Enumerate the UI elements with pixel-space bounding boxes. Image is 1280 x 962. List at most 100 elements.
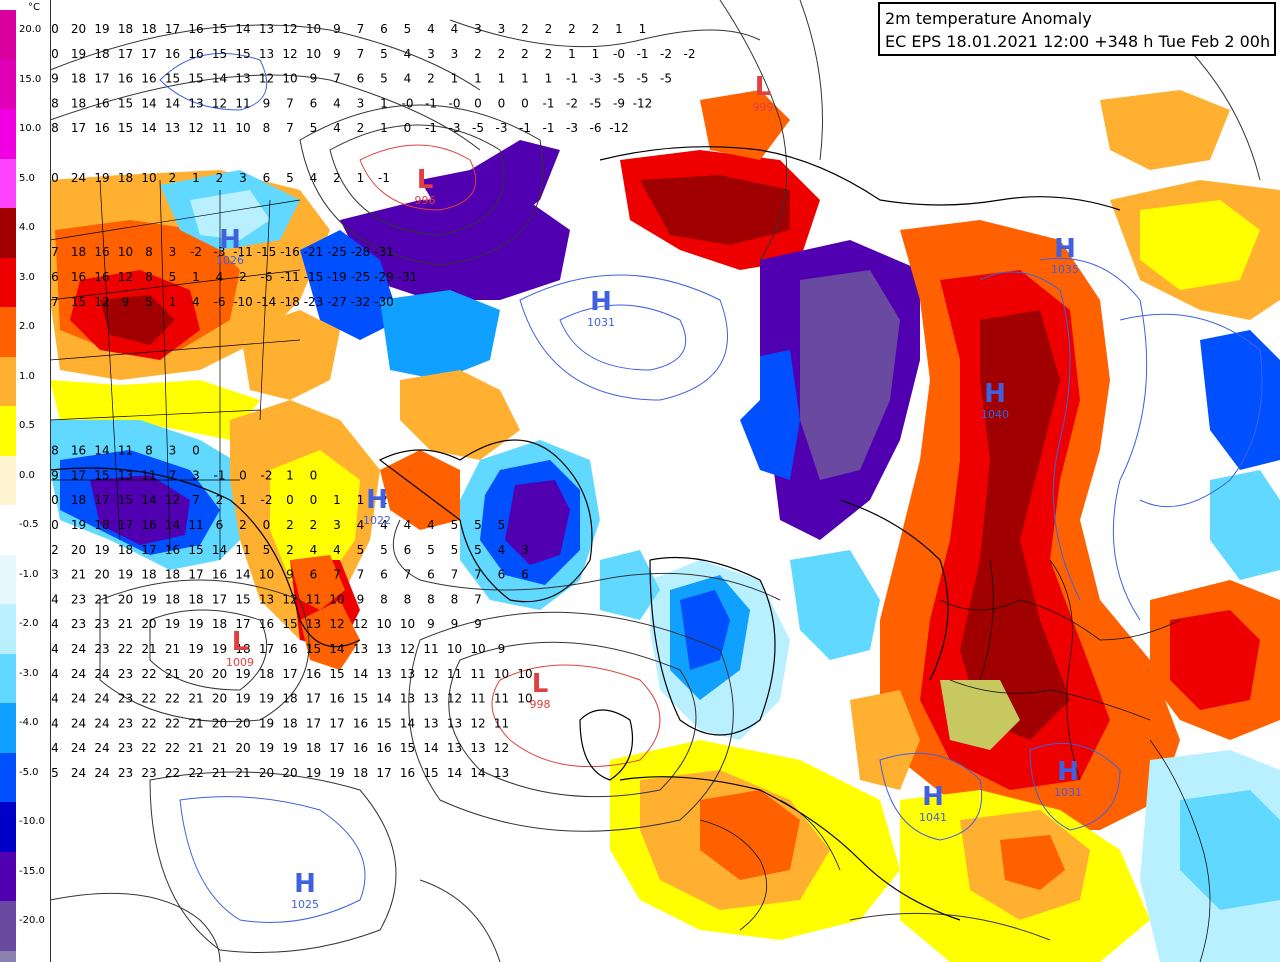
temperature-value: 4 <box>427 518 435 532</box>
temperature-value: 13 <box>188 96 203 110</box>
temperature-value: 7 <box>192 493 200 507</box>
temperature-value: -21 <box>304 245 324 259</box>
pressure-value: 996 <box>415 194 436 207</box>
legend-label: -4.0 <box>19 717 39 728</box>
temperature-value: 20 <box>212 692 227 706</box>
temperature-value: 1 <box>380 121 388 135</box>
temperature-value: 19 <box>235 667 250 681</box>
legend-swatch <box>0 505 16 556</box>
legend-label: -3.0 <box>19 667 39 679</box>
temperature-value: 13 <box>353 642 368 656</box>
temperature-value: 2 <box>286 518 294 532</box>
temperature-value: 12 <box>282 592 297 606</box>
pressure-centers: L996L999L1009L998H1026H1031H1022H1025H10… <box>216 72 1082 911</box>
temperature-value: 7 <box>333 568 341 582</box>
temperature-value: 9 <box>498 642 506 656</box>
temperature-value: 9 <box>474 617 482 631</box>
temperature-value: -1 <box>214 468 226 482</box>
temperature-value: 20 <box>259 766 274 780</box>
temperature-value: 17 <box>141 47 156 61</box>
temperature-value: 2 <box>521 47 529 61</box>
temperature-value: 23 <box>94 642 109 656</box>
temperature-value: -9 <box>613 96 625 110</box>
pressure-value: 999 <box>753 101 774 114</box>
temperature-value: 16 <box>165 47 180 61</box>
temperature-value: 13 <box>259 22 274 36</box>
temperature-value: 3 <box>169 444 177 458</box>
temperature-value: -6 <box>214 295 226 309</box>
temperature-value: -25 <box>351 270 371 284</box>
low-pressure-marker: L <box>755 72 772 102</box>
temperature-value: 2 <box>380 493 388 507</box>
temperature-value: 7 <box>333 72 341 86</box>
temperature-value: 10 <box>259 568 274 582</box>
temperature-value: 17 <box>188 568 203 582</box>
temperature-value: 16 <box>353 716 368 730</box>
temperature-value: 2 <box>51 543 59 557</box>
temperature-value: 18 <box>118 171 133 185</box>
legend-label: 0.0 <box>19 469 35 481</box>
temperature-value: 24 <box>71 692 86 706</box>
temperature-value: 10 <box>400 617 415 631</box>
temperature-value: 8 <box>51 96 59 110</box>
temperature-value: 2 <box>521 22 529 36</box>
temperature-value: 15 <box>118 121 133 135</box>
temperature-value: 6 <box>51 270 59 284</box>
temperature-value: 24 <box>71 667 86 681</box>
temperature-value: 10 <box>494 667 509 681</box>
temperature-value: 18 <box>282 692 297 706</box>
temperature-value: 7 <box>474 568 482 582</box>
temperature-value: 2 <box>545 22 553 36</box>
temperature-value: 11 <box>118 444 133 458</box>
temperature-value: 3 <box>192 468 200 482</box>
temperature-value: 14 <box>235 22 250 36</box>
temperature-value: 13 <box>447 716 462 730</box>
temperature-value: 19 <box>94 543 109 557</box>
temperature-value: -27 <box>327 295 347 309</box>
legend-label: 3.0 <box>19 271 35 283</box>
temperature-value: 11 <box>306 592 321 606</box>
temperature-value: 7 <box>357 22 365 36</box>
temperature-value: 20 <box>141 617 156 631</box>
temperature-value: 0 <box>310 493 318 507</box>
temperature-value: 9 <box>427 617 435 631</box>
temperature-value: 21 <box>94 592 109 606</box>
temperature-value: 20 <box>94 568 109 582</box>
temperature-value: 14 <box>400 716 415 730</box>
temperature-value: 18 <box>71 493 86 507</box>
temperature-value: 20 <box>118 592 133 606</box>
temperature-value: 7 <box>357 568 365 582</box>
pressure-value: 1026 <box>216 254 244 267</box>
temperature-value: 4 <box>404 47 412 61</box>
temperature-value: 2 <box>169 171 177 185</box>
legend-label: 4.0 <box>19 222 35 233</box>
pressure-value: 1040 <box>981 408 1009 421</box>
legend-swatch <box>0 554 16 605</box>
temperature-value: 19 <box>71 47 86 61</box>
temperature-value: 12 <box>165 493 180 507</box>
temperature-value: 23 <box>118 766 133 780</box>
temperature-value: -2 <box>684 47 696 61</box>
temperature-value: -0 <box>613 47 625 61</box>
temperature-value: 5 <box>357 543 365 557</box>
legend-swatch <box>0 307 16 358</box>
temperature-value: -11 <box>280 270 300 284</box>
temperature-value: 15 <box>329 667 344 681</box>
legend-swatch <box>0 257 16 308</box>
temperature-value: 10 <box>141 171 156 185</box>
legend-label: -15.0 <box>19 865 45 877</box>
temperature-value: 18 <box>306 741 321 755</box>
temperature-value: 8 <box>451 592 459 606</box>
temperature-value: 6 <box>498 568 506 582</box>
temperature-value: 19 <box>165 617 180 631</box>
temperature-value: 15 <box>118 96 133 110</box>
temperature-value: 17 <box>141 543 156 557</box>
temperature-value: 12 <box>94 295 109 309</box>
legend-swatch <box>0 59 16 110</box>
temperature-value: 16 <box>71 270 86 284</box>
temperature-value: 21 <box>235 766 250 780</box>
temperature-value: 15 <box>188 543 203 557</box>
temperature-value: 10 <box>447 642 462 656</box>
temperature-value: 20 <box>235 741 250 755</box>
legend-label: 5.0 <box>19 172 35 184</box>
